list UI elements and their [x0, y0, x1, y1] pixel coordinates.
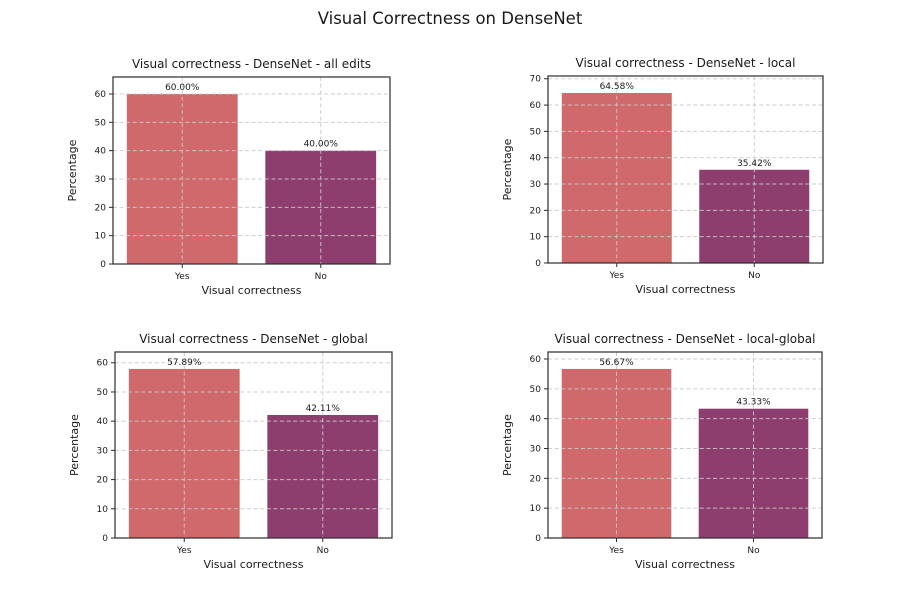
- bar-value-label: 64.58%: [600, 82, 635, 92]
- subplot-title: Visual correctness - DenseNet - global: [139, 332, 368, 346]
- x-tick-label: Yes: [176, 546, 192, 556]
- y-tick-label: 50: [95, 118, 107, 128]
- y-tick-label: 20: [530, 474, 542, 484]
- y-tick-label: 50: [97, 388, 109, 398]
- y-tick-label: 0: [535, 259, 541, 269]
- x-tick-label: No: [747, 546, 760, 556]
- x-tick-label: No: [317, 546, 330, 556]
- x-tick-label: Yes: [608, 271, 624, 281]
- y-tick-label: 50: [530, 385, 542, 395]
- x-tick-label: No: [315, 272, 328, 282]
- x-tick-label: Yes: [174, 272, 190, 282]
- y-tick-label: 10: [530, 504, 542, 514]
- y-tick-label: 10: [530, 233, 542, 243]
- x-tick-label: Yes: [608, 546, 624, 556]
- bar-value-label: 42.11%: [306, 404, 341, 414]
- subplot-title: Visual correctness - DenseNet - all edit…: [132, 57, 371, 71]
- y-axis-label: Percentage: [66, 139, 79, 201]
- y-tick-label: 40: [97, 417, 109, 427]
- figure-suptitle: Visual Correctness on DenseNet: [317, 9, 583, 28]
- x-axis-label: Visual correctness: [635, 558, 735, 571]
- subplot-title: Visual correctness - DenseNet - local-gl…: [555, 332, 816, 346]
- y-tick-label: 40: [530, 154, 542, 164]
- y-tick-label: 60: [97, 359, 109, 369]
- y-axis-label: Percentage: [501, 414, 514, 476]
- y-tick-label: 10: [97, 505, 109, 515]
- y-tick-label: 30: [95, 175, 107, 185]
- y-tick-label: 20: [530, 206, 542, 216]
- bar-value-label: 57.89%: [167, 358, 202, 368]
- bar-value-label: 56.67%: [599, 358, 634, 368]
- chart-canvas: 0 10 20 30 40 50 60 Yes 60.00% No 40.00% Visual cor…: [66, 57, 391, 297]
- y-tick-label: 20: [95, 203, 107, 213]
- y-axis-label: Percentage: [501, 138, 514, 200]
- y-tick-label: 30: [530, 444, 542, 454]
- y-tick-label: 0: [102, 534, 108, 544]
- chart-canvas: 0 10 20 30 40 50 60 Yes 57.89% No 42.11% Visual cor…: [68, 332, 393, 571]
- y-tick-label: 40: [530, 415, 542, 425]
- x-axis-label: Visual correctness: [635, 283, 735, 296]
- y-axis-label: Percentage: [68, 414, 81, 476]
- y-tick-label: 30: [530, 180, 542, 190]
- y-tick-label: 60: [95, 90, 107, 100]
- chart-canvas: 0 10 20 30 40 50 60 70 Yes 64.58% No 35.42% Visual c…: [501, 56, 824, 296]
- plot-frame: [114, 351, 393, 539]
- subplot-title: Visual correctness - DenseNet - local: [576, 56, 796, 70]
- subplot-local: 0 10 20 30 40 50 60 70 Yes 64.58% No 35.42% Visual c…: [450, 0, 900, 300]
- chart-canvas: 0 10 20 30 40 50 60 Yes 56.67% No 43.33% Visual cor…: [501, 332, 823, 571]
- y-tick-label: 60: [530, 355, 542, 365]
- y-tick-label: 70: [530, 75, 542, 85]
- bar-value-label: 40.00%: [304, 140, 339, 150]
- y-tick-label: 0: [100, 260, 106, 270]
- bar-value-label: 60.00%: [165, 83, 200, 93]
- y-tick-label: 40: [95, 147, 107, 157]
- y-tick-label: 60: [530, 101, 542, 111]
- y-tick-label: 0: [535, 534, 541, 544]
- y-tick-label: 50: [530, 127, 542, 137]
- y-tick-label: 20: [97, 476, 109, 486]
- plot-frame: [547, 351, 823, 539]
- subplot-all-edits: 0 10 20 30 40 50 60 Yes 60.00% No 40.00% Visual cor…: [0, 0, 450, 300]
- x-axis-label: Visual correctness: [203, 558, 303, 571]
- subplot-global: 0 10 20 30 40 50 60 Yes 57.89% No 42.11% Visual cor…: [0, 300, 450, 600]
- x-tick-label: No: [748, 271, 761, 281]
- bar-value-label: 43.33%: [736, 398, 771, 408]
- x-axis-label: Visual correctness: [201, 284, 301, 297]
- plot-frame: [547, 75, 824, 264]
- plot-frame: [112, 76, 391, 265]
- y-tick-label: 30: [97, 446, 109, 456]
- bar-value-label: 35.42%: [737, 159, 772, 169]
- subplot-local-global: 0 10 20 30 40 50 60 Yes 56.67% No 43.33% Visual cor…: [450, 300, 900, 600]
- y-tick-label: 10: [95, 232, 107, 242]
